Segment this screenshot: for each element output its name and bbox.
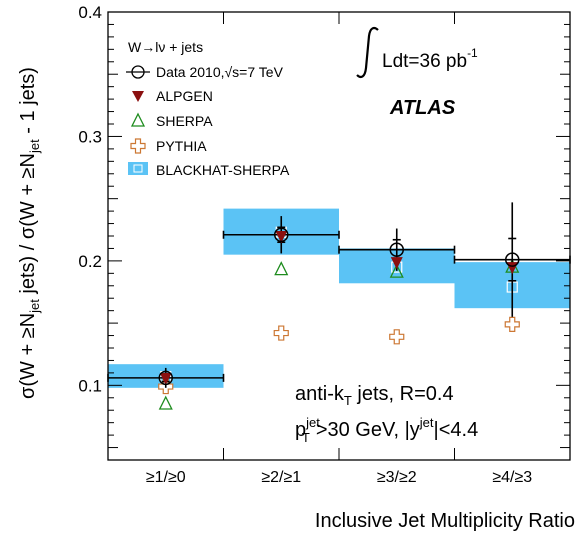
x-tick-label: ≥1/≥0 <box>146 469 186 486</box>
pythia-marker <box>504 316 520 332</box>
data-marker <box>158 370 173 386</box>
sherpa-marker <box>389 263 404 278</box>
legend-entry-pythia: PYTHIA <box>156 138 207 154</box>
sherpa-marker <box>274 261 289 276</box>
data-marker <box>505 252 520 267</box>
x-tick-label: ≥2/≥1 <box>261 469 301 486</box>
alpgen-marker <box>275 231 288 243</box>
legend-title: W→lν + jets <box>128 39 203 55</box>
legend-entry-sherpa: SHERPA <box>156 113 213 129</box>
x-tick-label: ≥4/≥3 <box>492 469 532 486</box>
pythia-marker <box>389 329 405 345</box>
y-tick-label: 0.3 <box>78 127 102 146</box>
legend-blackhat-marker-inner <box>133 164 143 173</box>
atlas-label: ATLAS <box>389 97 456 119</box>
y-axis-label: σ(W + ≥Njet jets) / σ(W + ≥Njet - 1 jets… <box>17 67 42 399</box>
legend-data-marker <box>131 65 145 79</box>
points-layer <box>107 202 571 410</box>
cuts-annotation: pjet T >30 GeV, |yjet|<4.4 <box>295 415 478 445</box>
y-tick-label: 0.4 <box>78 3 102 22</box>
data-marker <box>389 242 404 257</box>
legend-pythia-marker <box>130 138 146 154</box>
legend-entry-blackhat: BLACKHAT-SHERPA <box>156 162 290 178</box>
legend-blackhat-marker <box>128 162 148 175</box>
legend-alpgen-marker <box>132 91 144 102</box>
lumi-text: Ldt=36 pb-1 <box>382 46 478 72</box>
jets-annotation: anti-kT jets, R=0.4 <box>295 383 454 408</box>
x-axis-label: Inclusive Jet Multiplicity Ratio <box>315 510 575 532</box>
axis-layer: 0.1 0.2 0.3 0.4 ≥1/≥0 ≥2/≥1 ≥3/≥2 ≥4/≥3 <box>78 3 571 486</box>
alpgen-marker <box>390 257 403 270</box>
pythia-marker <box>273 325 289 341</box>
y-tick-label: 0.1 <box>78 376 102 395</box>
legend-sherpa-marker <box>130 112 146 127</box>
sherpa-marker <box>158 395 173 410</box>
integral-sign <box>356 26 379 79</box>
legend-entry-alpgen: ALPGEN <box>156 88 213 104</box>
y-tick-label: 0.2 <box>78 252 102 271</box>
x-tick-label: ≥3/≥2 <box>377 469 417 486</box>
lumi-annotation: Ldt=36 pb-1 <box>356 26 478 79</box>
data-marker <box>274 227 289 243</box>
legend: W→lν + jets Data 2010,√s=7 TeV ALPGEN SH… <box>126 39 290 178</box>
alpgen-marker <box>159 372 172 385</box>
legend-entry-data: Data 2010,√s=7 TeV <box>156 64 284 80</box>
